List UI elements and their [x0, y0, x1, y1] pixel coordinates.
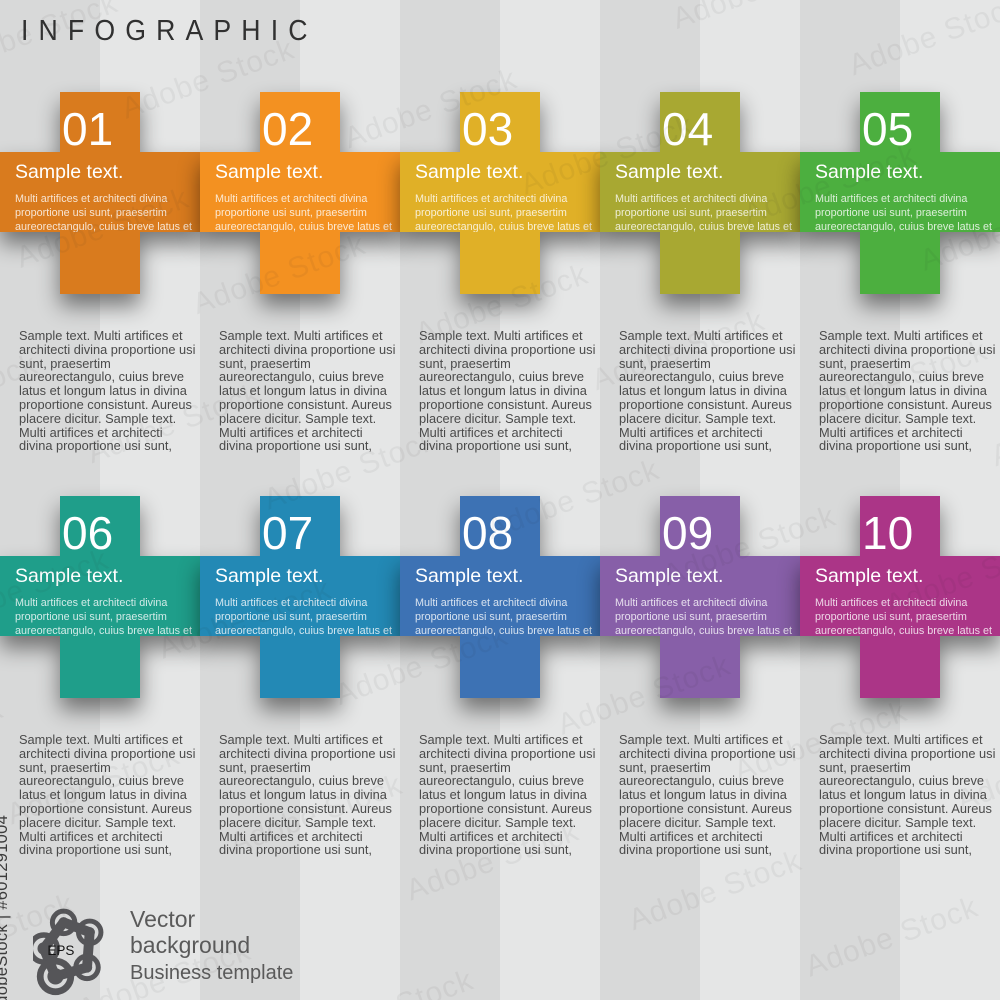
svg-text:EPS: EPS [47, 943, 74, 958]
